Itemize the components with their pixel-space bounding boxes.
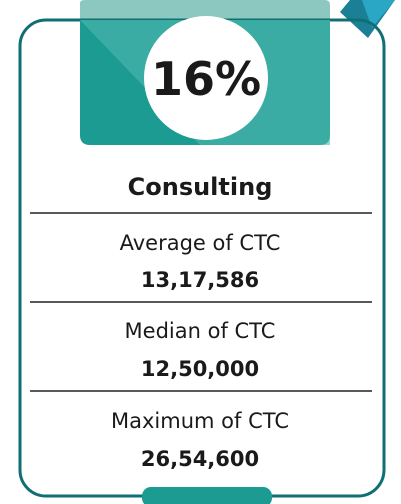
percent-circle [144, 16, 268, 140]
stat-label: Average of CTC [120, 231, 281, 255]
percent: 16% [151, 52, 261, 106]
stat-value: 13,17,586 [141, 268, 259, 292]
stat-label: Median of CTC [125, 319, 276, 343]
card-title: Consulting [128, 173, 273, 201]
stat-label: Maximum of CTC [111, 409, 289, 433]
stat-value: 26,54,600 [141, 447, 259, 471]
bottom-tab [142, 487, 272, 504]
stat-value: 12,50,000 [141, 357, 259, 381]
corner-ribbon-light [362, 0, 395, 28]
